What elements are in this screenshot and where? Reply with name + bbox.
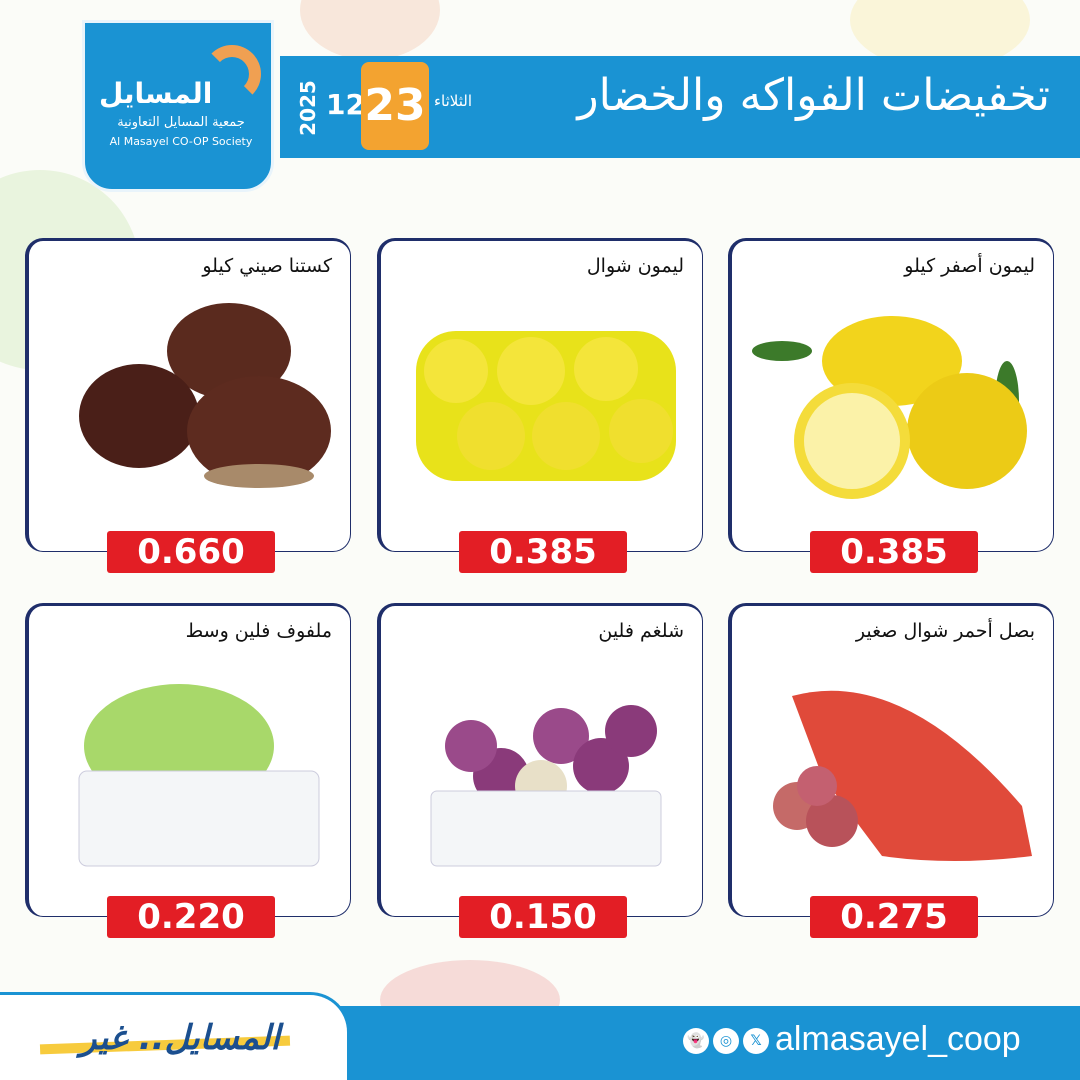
date-month: 12 bbox=[326, 88, 365, 121]
logo-name-ar: المسايل bbox=[99, 77, 213, 110]
price-tag: 0.660 bbox=[107, 531, 275, 573]
snapchat-icon[interactable]: 👻 bbox=[683, 1028, 709, 1054]
price-tag: 0.385 bbox=[459, 531, 627, 573]
product-card[interactable]: بصل أحمر شوال صغير 0.275 bbox=[728, 603, 1054, 938]
product-name: شلغم فلين bbox=[598, 620, 684, 642]
product-name: ملفوف فلين وسط bbox=[185, 620, 332, 642]
x-icon[interactable]: 𝕏 bbox=[743, 1028, 769, 1054]
lemon-net-bag-image bbox=[416, 331, 676, 481]
background-decoration bbox=[300, 0, 440, 60]
date-day: 23 bbox=[361, 62, 429, 150]
price-tag: 0.220 bbox=[107, 896, 275, 938]
product-name: ليمون أصفر كيلو bbox=[904, 255, 1035, 277]
product-name: كستنا صيني كيلو bbox=[202, 255, 332, 277]
social-icons: 👻 ◎ 𝕏 bbox=[683, 1028, 769, 1054]
product-card[interactable]: ملفوف فلين وسط 0.220 bbox=[25, 603, 351, 938]
red-onion-sack-image bbox=[773, 690, 1032, 861]
date-year: 2025 bbox=[296, 80, 320, 136]
product-card[interactable]: ليمون أصفر كيلو 0.385 bbox=[728, 238, 1054, 573]
logo-subtitle: جمعية المسايل التعاونية bbox=[117, 115, 245, 130]
turnips-box-image bbox=[430, 705, 662, 867]
footer-slogan-panel bbox=[0, 992, 350, 1080]
page-title: تخفيضات الفواكه والخضار bbox=[577, 70, 1050, 121]
product-card[interactable]: شلغم فلين 0.150 bbox=[377, 603, 703, 938]
lemons-image bbox=[752, 316, 1027, 499]
price-tag: 0.385 bbox=[810, 531, 978, 573]
instagram-icon[interactable]: ◎ bbox=[713, 1028, 739, 1054]
price-tag: 0.275 bbox=[810, 896, 978, 938]
price-tag: 0.150 bbox=[459, 896, 627, 938]
product-card[interactable]: ليمون شوال 0.385 bbox=[377, 238, 703, 573]
cabbage-box-image bbox=[78, 684, 320, 867]
date-weekday: الثلاثاء bbox=[434, 92, 473, 110]
logo-name-en: Al Masayel CO-OP Society bbox=[109, 135, 253, 148]
product-name: بصل أحمر شوال صغير bbox=[855, 620, 1035, 642]
chestnuts-image bbox=[79, 303, 331, 488]
social-handle[interactable]: almasayel_coop bbox=[775, 1020, 1021, 1058]
product-card[interactable]: كستنا صيني كيلو 0.660 bbox=[25, 238, 351, 573]
product-name: ليمون شوال bbox=[586, 255, 684, 277]
logo: المسايل جمعية المسايل التعاونية Al Masay… bbox=[82, 20, 274, 192]
slogan: المسايل.. غير bbox=[80, 1018, 280, 1058]
